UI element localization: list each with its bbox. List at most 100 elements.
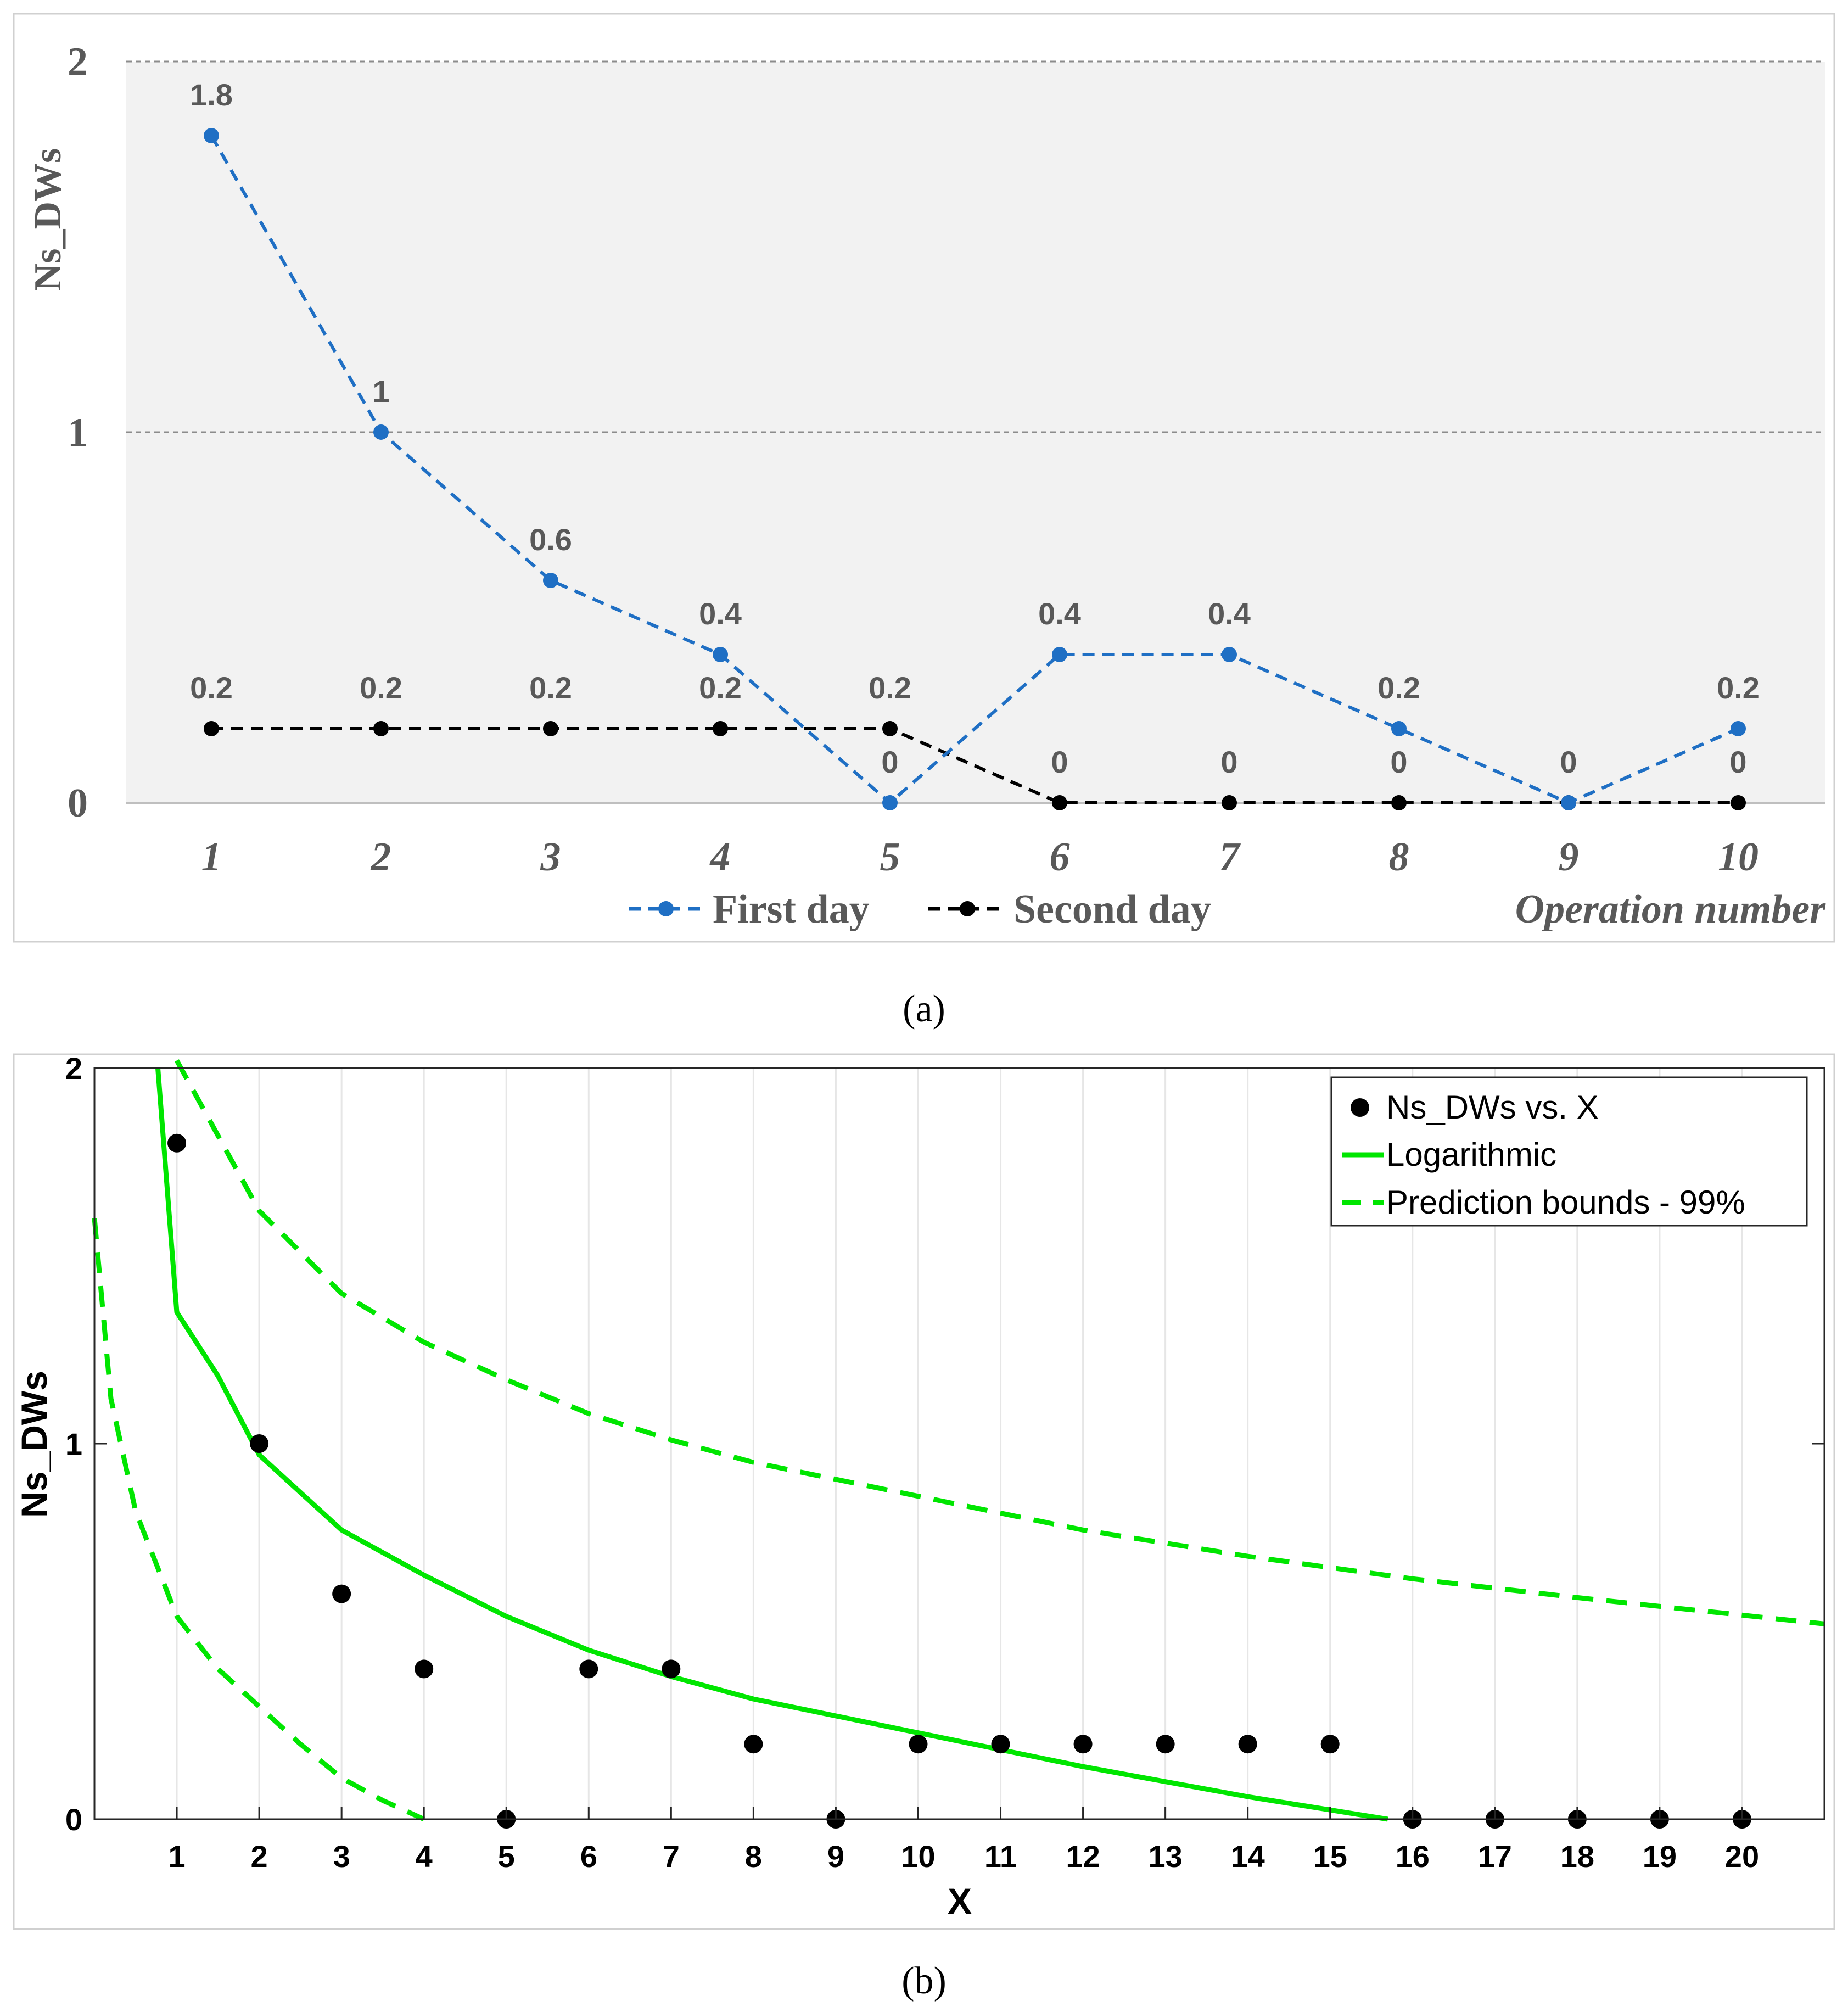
scatter-point: [415, 1659, 434, 1679]
prediction-bound-lower: [92, 1218, 425, 1822]
panel-a-series: [204, 128, 1746, 810]
panel-b-x-tick-label: 20: [1725, 1839, 1759, 1874]
point-first-day: [373, 424, 389, 440]
panel-a-data-label: 0.2: [699, 670, 742, 705]
panel-a-y-tick-labels: 0 1 2: [68, 40, 88, 826]
panel-a-data-label: 0.4: [1038, 596, 1081, 631]
panel-b-x-tick-label: 13: [1148, 1839, 1182, 1874]
panel-a-caption: (a): [903, 988, 945, 1030]
panel-b-x-tick-label: 4: [416, 1839, 433, 1874]
panel-a-legend: First day Second day: [629, 887, 1211, 932]
panel-b-y-tick-label: 2: [65, 1051, 82, 1086]
point-second-day: [1052, 795, 1067, 810]
panel-a-x-tick-label: 2: [371, 835, 391, 880]
panel-a-x-tick-label: 1: [201, 835, 222, 880]
panel-a-x-tick-label: 7: [1219, 835, 1241, 880]
scatter-point: [1073, 1735, 1093, 1754]
panel-b-x-tick-label: 12: [1066, 1839, 1100, 1874]
series-line-second-day: [211, 727, 1738, 804]
panel-b-x-tick-label: 6: [580, 1839, 597, 1874]
panel-b-legend: Ns_DWs vs. X Logarithmic Prediction boun…: [1330, 1076, 1808, 1227]
panel-b-x-tick-label: 5: [498, 1839, 515, 1874]
panel-a-data-label: 0.4: [699, 596, 742, 631]
point-second-day: [373, 721, 389, 736]
panel-a-data-labels: 1.8 1 0.6 0.4 0.4 0.4 0.2 0.2 0.2 0.2 0.2 0.2 0.2 0 0 0…: [190, 77, 1760, 779]
panel-b-x-tick-label: 17: [1478, 1839, 1512, 1874]
panel-b-caption: (b): [901, 1960, 947, 2002]
scatter-point: [579, 1659, 598, 1679]
scatter-point: [332, 1584, 351, 1603]
panel-a-x-tick-label: 10: [1718, 835, 1759, 880]
point-second-day: [1222, 795, 1237, 810]
legend-logarithmic-label: Logarithmic: [1386, 1136, 1556, 1173]
panel-a-x-tick-labels: 1 2 3 4 5 6 7 8 9 10: [201, 835, 1759, 880]
panel-b-x-axis-label: X: [948, 1881, 972, 1921]
scatter-point: [991, 1735, 1010, 1754]
point-second-day: [713, 721, 728, 736]
panel-b-y-tick-label: 0: [65, 1802, 82, 1837]
panel-a-data-label: 1: [372, 374, 389, 409]
point-first-day: [713, 647, 728, 662]
panel-b-chart: 1 2 3 4 5 6 7 8 9 10 11 12 13 14 15 16 17 18 19 20 012 X Ns…: [13, 1051, 1835, 1930]
panel-b-x-tick-label: 10: [901, 1839, 935, 1874]
panel-a-x-tick-label: 3: [540, 835, 561, 880]
legend-item-data: Ns_DWs vs. X: [1351, 1089, 1599, 1126]
point-second-day: [1391, 795, 1407, 810]
panel-a-data-label: 0: [1729, 745, 1746, 779]
scatter-point: [167, 1133, 187, 1153]
panel-a-data-label: 0.2: [529, 670, 572, 705]
panel-a-x-tick-label: 9: [1559, 835, 1579, 880]
panel-b-x-tick-label: 11: [984, 1839, 1017, 1874]
panel-a-data-label: 0.2: [1717, 670, 1760, 705]
panel-a-data-label: 0.2: [869, 670, 911, 705]
panel-b-legend-box: [1330, 1076, 1808, 1227]
scatter-point: [1320, 1735, 1340, 1754]
legend-item-prediction-bounds: Prediction bounds - 99%: [1342, 1184, 1745, 1221]
legend-item-logarithmic: Logarithmic: [1342, 1136, 1556, 1173]
panel-a-data-label: 0.2: [1377, 670, 1420, 705]
panel-a-y-tick-label: 2: [68, 40, 88, 85]
panel-a-y-axis-label: Ns_DWs: [27, 148, 69, 292]
legend-data-label: Ns_DWs vs. X: [1386, 1089, 1599, 1126]
panel-a-data-label: 0: [1051, 745, 1068, 779]
panel-a-data-label: 0: [1390, 745, 1407, 779]
point-first-day: [204, 128, 219, 143]
panel-b-x-tick-label: 15: [1313, 1839, 1347, 1874]
panel-b-axis-ticks: [94, 1067, 1824, 1820]
scatter-point: [744, 1735, 763, 1754]
legend-second-day-label: Second day: [1013, 887, 1211, 932]
panel-b-x-tick-label: 1: [168, 1839, 185, 1874]
scatter-point: [1238, 1735, 1257, 1754]
panel-a-data-label: 0: [1560, 745, 1577, 779]
point-first-day: [1731, 721, 1746, 736]
panel-a-data-label: 0.2: [190, 670, 233, 705]
scatter-point: [662, 1659, 681, 1679]
scatter-point: [250, 1434, 269, 1453]
panel-a-data-label: 0: [1220, 745, 1237, 779]
panel-a-x-tick-label: 5: [880, 835, 900, 880]
panel-a-x-axis-label: Operation number: [1515, 887, 1827, 932]
panel-a-data-label: 1.8: [190, 77, 233, 112]
point-second-day: [882, 721, 898, 736]
panel-b-x-tick-label: 2: [251, 1839, 268, 1874]
point-first-day: [1222, 647, 1237, 662]
panel-a-y-tick-label: 0: [68, 781, 88, 826]
panel-a-data-label: 0.4: [1208, 596, 1251, 631]
point-second-day: [1731, 795, 1746, 810]
panel-b-x-tick-labels: 1 2 3 4 5 6 7 8 9 10 11 12 13 14 15 16 17 18 19 20: [168, 1839, 1759, 1874]
panel-a-x-tick-label: 8: [1389, 835, 1409, 880]
panel-a-x-tick-label: 4: [709, 835, 731, 880]
point-first-day: [1561, 795, 1576, 810]
legend-first-day-marker: [658, 901, 674, 916]
panel-a-data-label: 0.2: [360, 670, 402, 705]
panel-b-x-tick-label: 7: [663, 1839, 680, 1874]
panel-b-y-tick-labels: 0 1 2: [65, 1051, 82, 1837]
fit-curve-logarithmic: [155, 1067, 1388, 1822]
point-second-day: [543, 721, 558, 736]
point-first-day: [1391, 721, 1407, 736]
legend-data-marker: [1351, 1098, 1369, 1117]
legend-item-second-day: Second day: [928, 887, 1211, 932]
panel-b-x-tick-label: 18: [1560, 1839, 1594, 1874]
panel-b-x-tick-label: 19: [1643, 1839, 1677, 1874]
